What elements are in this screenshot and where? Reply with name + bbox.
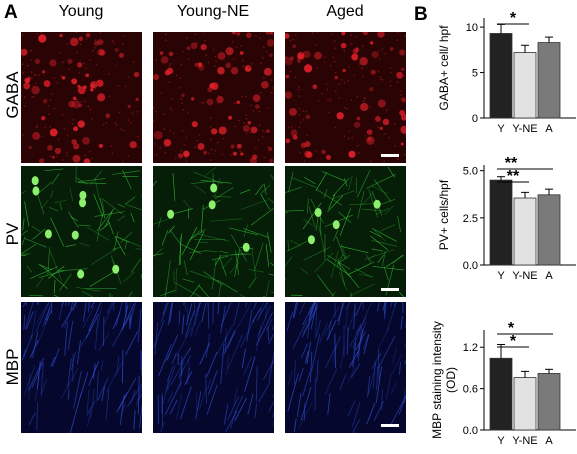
y-tick-label: 0.6: [463, 384, 478, 396]
y-axis-label: PV+ cells/hpf: [437, 179, 451, 250]
y-tick-label: 10: [466, 22, 478, 34]
micrograph-mbp-young-ne: [153, 302, 274, 433]
y-axis-label: (OD): [444, 367, 458, 393]
significance-star: **: [505, 155, 518, 172]
y-axis-label: MBP staining intensity: [430, 321, 444, 439]
bar-y-ne: [513, 377, 537, 431]
micrograph-gaba-young-ne: [153, 32, 274, 163]
y-tick-label: 0.0: [463, 260, 478, 272]
y-tick-label: 5: [472, 68, 478, 80]
category-label: Y: [497, 123, 505, 135]
micrograph-pv-young: [21, 166, 142, 297]
bar-charts: 0 5 10 Y Y-NE A * GABA+ cell/ hpf 0.0 2.5 5.0 Y Y-NE…: [430, 10, 576, 447]
significance-star: *: [508, 320, 515, 337]
micrograph-pv-aged: [285, 166, 406, 297]
bar-chart-2: 0.0 2.5 5.0 Y Y-NE A **** PV+ cells/hpf: [437, 155, 576, 282]
category-label: Y-NE: [512, 123, 537, 135]
bar-a: [537, 42, 561, 119]
category-label: A: [545, 270, 553, 282]
panel-a-letter: A: [4, 2, 18, 23]
significance-star: **: [507, 168, 520, 185]
y-tick-label: 0.0: [463, 425, 478, 437]
micrograph-pv-young-ne: [153, 166, 274, 297]
scale-bar: [381, 424, 399, 427]
row-label-pv: PV: [3, 222, 22, 246]
column-header-young: Young: [58, 3, 104, 20]
bar-y-ne: [513, 52, 537, 119]
bar-chart-1: 0 5 10 Y Y-NE A * GABA+ cell/ hpf: [437, 10, 576, 135]
y-tick-label: 0: [472, 113, 478, 125]
category-label: A: [545, 123, 553, 135]
micrograph-mbp-aged: [285, 302, 406, 433]
significance-star: *: [510, 333, 517, 350]
y-tick-label: 1.2: [463, 342, 478, 354]
scale-bar: [381, 288, 399, 291]
panel-b-letter: B: [414, 4, 428, 25]
bar-y: [489, 33, 513, 119]
row-label-gaba: GABA: [3, 71, 22, 119]
micrograph-gaba-young: [21, 32, 142, 163]
category-label: Y: [497, 270, 505, 282]
category-label: Y-NE: [512, 435, 537, 447]
y-tick-label: 2.5: [463, 213, 478, 225]
column-header-aged: Aged: [326, 3, 364, 20]
category-label: A: [545, 435, 553, 447]
bar-a: [537, 373, 561, 431]
category-label: Y-NE: [512, 270, 537, 282]
micrograph-gaba-aged: [285, 32, 406, 163]
y-axis-label: GABA+ cell/ hpf: [437, 25, 451, 111]
bar-a: [537, 194, 561, 266]
scale-bar: [381, 154, 399, 157]
significance-star: *: [510, 10, 517, 27]
bar-y: [489, 179, 513, 266]
bar-y-ne: [513, 197, 537, 266]
column-header-young-ne: Young-NE: [176, 3, 250, 20]
category-label: Y: [497, 435, 505, 447]
micrograph-mbp-young: [21, 302, 142, 433]
bar-chart-3: 0.0 0.6 1.2 Y Y-NE A ** MBP staining intensity(…: [430, 320, 576, 447]
bar-y: [489, 357, 513, 431]
y-tick-label: 5.0: [463, 166, 478, 178]
row-label-mbp: MBP: [3, 348, 22, 386]
